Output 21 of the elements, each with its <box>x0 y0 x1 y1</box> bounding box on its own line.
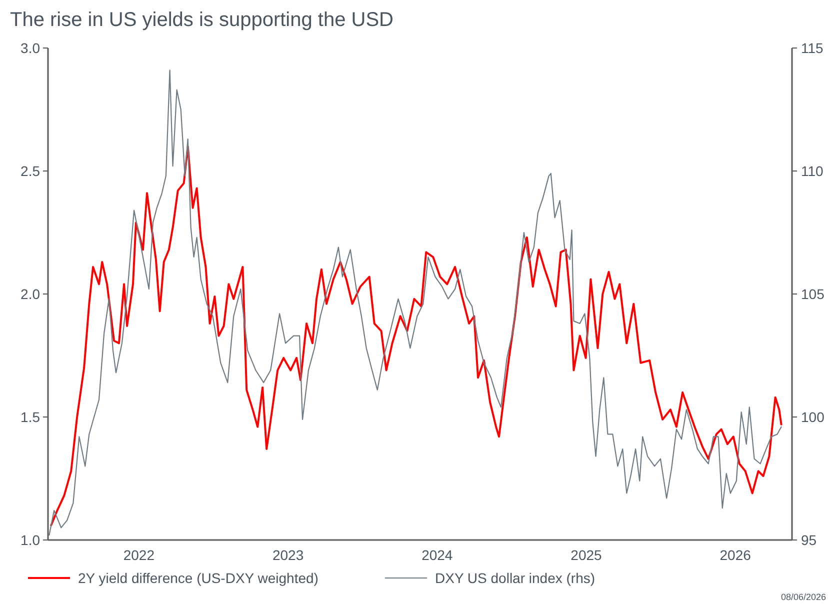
legend-label: DXY US dollar index (rhs) <box>435 570 596 586</box>
x-tick-label: 2022 <box>123 547 155 563</box>
x-tick-label: 2025 <box>570 547 602 563</box>
y2-tick-label: 100 <box>801 408 825 425</box>
x-tick-label: 2024 <box>422 547 453 563</box>
x-tick-label: 2023 <box>272 547 304 563</box>
x-tick-label: 2026 <box>720 547 752 563</box>
y-tick-label: 2.0 <box>20 286 40 302</box>
line-series <box>48 70 782 536</box>
y2-tick-label: 105 <box>801 286 825 302</box>
y-tick-label: 1.5 <box>20 408 40 425</box>
line-series <box>50 145 782 526</box>
chart-title: The rise in US yields is supporting the USD <box>10 9 394 31</box>
y2-tick-label: 110 <box>801 162 824 179</box>
y2-tick-label: 115 <box>801 40 824 56</box>
y-tick-label: 3.0 <box>20 40 40 56</box>
y-tick-label: 2.5 <box>20 162 40 179</box>
y2-tick-label: 95 <box>801 532 817 548</box>
text: 08/06/2026 <box>780 592 826 602</box>
legend-label: 2Y yield difference (US-DXY weighted) <box>78 570 318 586</box>
y-tick-label: 1.0 <box>20 532 40 548</box>
